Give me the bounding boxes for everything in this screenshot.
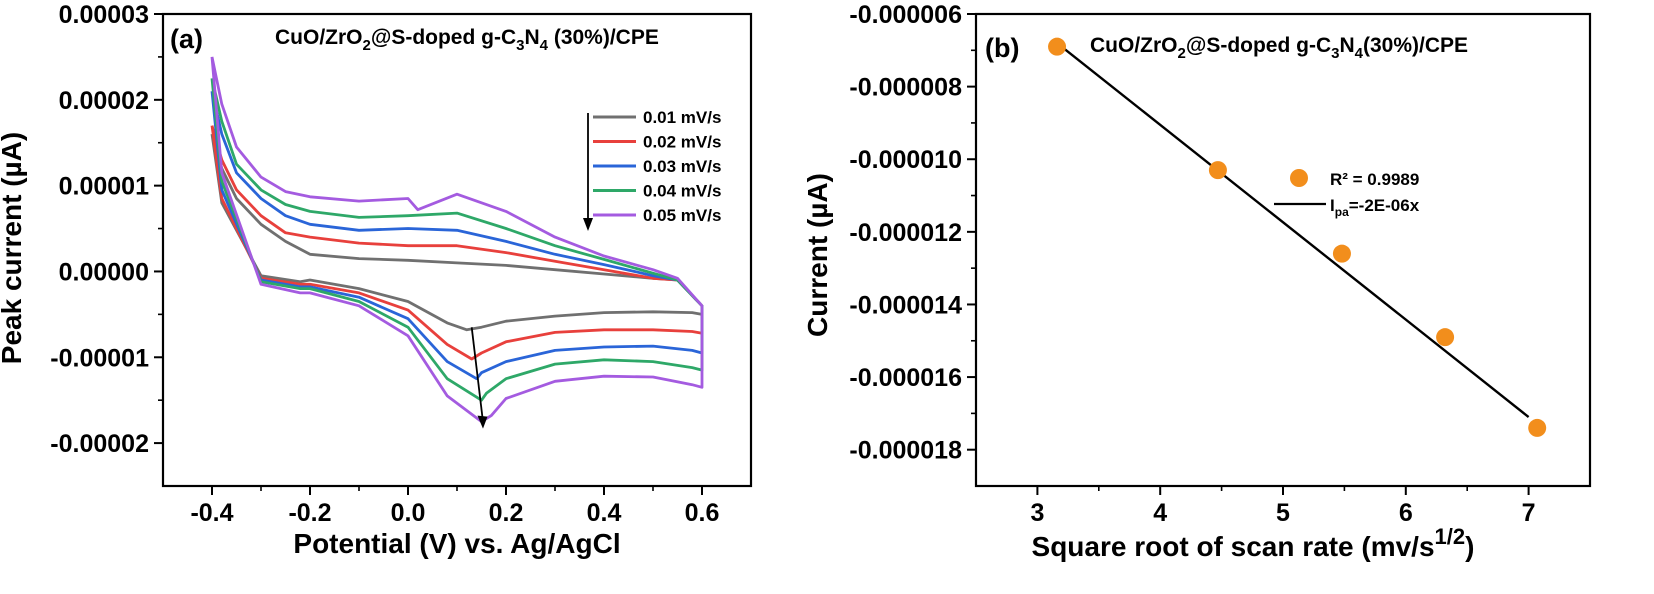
panel-a-label: (a) [170,24,203,54]
y-tick-label: -0.000010 [849,146,962,174]
panel-a-y-axis-label: Peak current (µA) [0,132,27,364]
peak-arrow-shaft [470,327,484,418]
panel-b-title: CuO/ZrO2@S-doped g-C3N4(30%)/CPE [1090,34,1468,62]
panel-b-points-group [1048,37,1547,437]
data-point-2 [1208,161,1227,180]
panel-b-fit-line-group [1056,42,1530,418]
panel-b-y-axis: -0.000006 -0.000008 -0.000010 -0.000012 -0.0… [849,1,976,465]
x-tick-label: -0.4 [190,499,233,527]
legend-label-4: 0.04 mV/s [643,182,721,201]
y-tick-label: -0.00001 [50,344,149,372]
y-tick-label: 0.00002 [59,87,149,115]
data-point-1 [1048,37,1067,56]
panel-a-plot-frame [161,12,753,488]
x-tick-label: 5 [1276,499,1290,527]
data-point-3 [1332,244,1351,263]
x-tick-label: -0.2 [288,499,331,527]
y-tick-label: -0.000006 [849,1,962,29]
legend-direction-arrow [583,113,593,231]
x-tick-label: 3 [1030,499,1044,527]
series-line-5 [210,56,704,424]
panel-b-plot-frame [974,12,1592,488]
y-tick-label: 0.00001 [59,173,149,201]
x-tick-label: 4 [1153,499,1167,527]
panel-a-x-axis-label: Potential (V) vs. Ag/AgCl [293,528,620,559]
x-tick-label: 0.0 [391,499,426,527]
y-tick-label: 0.00000 [59,258,149,286]
y-tick-label: -0.000008 [849,74,962,102]
panel-b-label: (b) [985,33,1019,63]
y-tick-label: -0.000016 [849,364,962,392]
series-line-3 [210,90,704,381]
panel-b-x-axis: 3 4 5 6 7 [1030,486,1536,527]
panel-a-series-group [210,56,704,424]
x-tick-label: 6 [1399,499,1413,527]
legend-label-5: 0.05 mV/s [643,206,721,225]
panel-a-title: CuO/ZrO2@S-doped g-C3N4 (30%)/CPE [275,26,659,54]
panel-b-legend: R² = 0.9989 Ipa=-2E-06x [1274,169,1420,219]
y-tick-label: -0.00002 [50,430,149,458]
legend-label-1: 0.01 mV/s [643,108,721,127]
legend-r2-text: R² = 0.9989 [1330,170,1419,189]
x-tick-label: 7 [1522,499,1536,527]
y-tick-label: -0.000018 [849,437,962,465]
x-tick-label: 0.2 [489,499,524,527]
y-tick-label: 0.00003 [59,1,149,29]
panel-a-y-axis: -0.00002 -0.00001 0.00000 0.00001 0.00002 0.0… [50,1,163,458]
legend-label-2: 0.02 mV/s [643,133,721,152]
legend-label-3: 0.03 mV/s [643,157,721,176]
x-tick-label: 0.6 [685,499,720,527]
panel-a-x-axis: -0.4 -0.2 0.0 0.2 0.4 0.6 [190,486,719,527]
panel-a-chart: -0.4 -0.2 0.0 0.2 0.4 0.6 -0.00002 -0.00001 0.0… [0,1,753,559]
series-line-4 [210,78,704,402]
fit-line [1056,42,1530,418]
y-tick-label: -0.000012 [849,219,962,247]
legend-fit-text: Ipa=-2E-06x [1330,196,1420,219]
legend-marker-points [1290,169,1308,187]
peak-shift-arrow [470,327,488,429]
data-point-5 [1528,418,1547,437]
panel-b-x-axis-label: Square root of scan rate (mv/s1/2) [1032,524,1475,562]
x-tick-label: 0.4 [587,499,622,527]
data-point-4 [1436,328,1455,347]
y-tick-label: -0.000014 [849,291,962,319]
panel-b-y-axis-label: Current (µA) [802,173,833,337]
peak-arrow-head [477,415,488,429]
panel-a-legend: 0.01 mV/s 0.02 mV/s 0.03 mV/s 0.04 mV/s 0.05… [593,108,721,225]
